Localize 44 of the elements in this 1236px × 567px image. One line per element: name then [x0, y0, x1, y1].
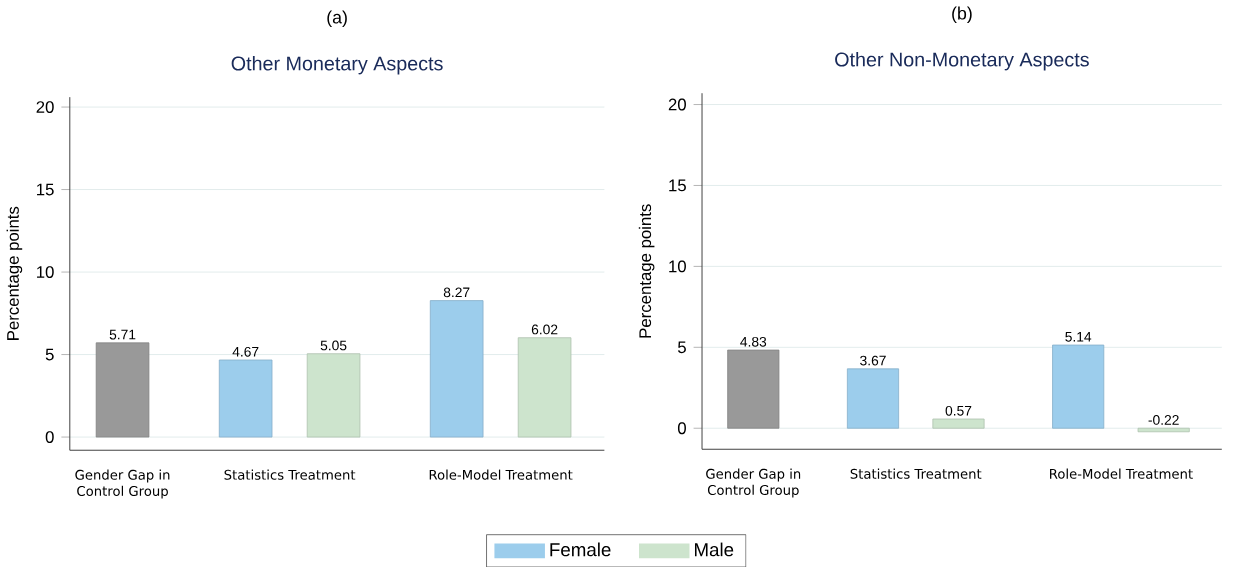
- x-tick-label: Gender Gap in Control Group: [75, 469, 170, 499]
- text: (b): [952, 6, 972, 23]
- legend-label: Female: [550, 542, 611, 557]
- data-label: 4.83: [740, 336, 767, 347]
- x-tick-label: Role-Model Treatment: [429, 469, 573, 480]
- y-tick-label: 15: [669, 179, 686, 192]
- x-tick-label: Role-Model Treatment: [1050, 468, 1193, 479]
- bar: [95, 342, 150, 438]
- y-tick-label: 20: [668, 98, 686, 111]
- chart-title: Other Non-Monetary Aspects: [835, 51, 1089, 71]
- data-label: 5.05: [320, 340, 347, 351]
- x-tick-label: Gender Gap in Control Group: [706, 468, 801, 498]
- y-tick-label: 15: [37, 183, 54, 196]
- bar: [429, 299, 484, 438]
- x-tick-label: Statistics Treatment: [224, 469, 356, 480]
- data-label: 8.27: [443, 287, 470, 298]
- y-tick-label: 5: [45, 348, 54, 361]
- legend-label: Male: [694, 542, 734, 557]
- bar: [846, 368, 900, 429]
- data-label: 5.14: [1065, 331, 1092, 342]
- y-axis-title: Percentage points: [638, 204, 655, 338]
- data-label: 6.02: [531, 324, 558, 335]
- data-label: 4.67: [232, 346, 259, 357]
- bar: [932, 418, 985, 429]
- data-label: 0.57: [945, 405, 972, 416]
- y-tick-label: 10: [37, 265, 54, 278]
- x-tick-label: Statistics Treatment: [850, 468, 982, 479]
- bar: [1137, 427, 1190, 432]
- y-axis-title: Percentage points: [6, 206, 23, 340]
- data-label: -0.22: [1148, 414, 1179, 425]
- text: (a): [327, 10, 347, 27]
- bar: [517, 337, 572, 438]
- bar: [218, 359, 273, 438]
- data-label: 3.67: [860, 355, 886, 366]
- bar: [1052, 344, 1105, 429]
- bar: [727, 349, 780, 429]
- y-tick-label: 10: [669, 260, 686, 273]
- y-tick-label: 5: [677, 341, 686, 353]
- y-tick-label: 20: [36, 100, 54, 113]
- y-tick-label: 0: [677, 422, 686, 434]
- data-label: 5.71: [109, 329, 136, 340]
- bar: [306, 353, 361, 438]
- y-tick-label: 0: [45, 430, 54, 443]
- chart-title: Other Monetary Aspects: [231, 55, 443, 75]
